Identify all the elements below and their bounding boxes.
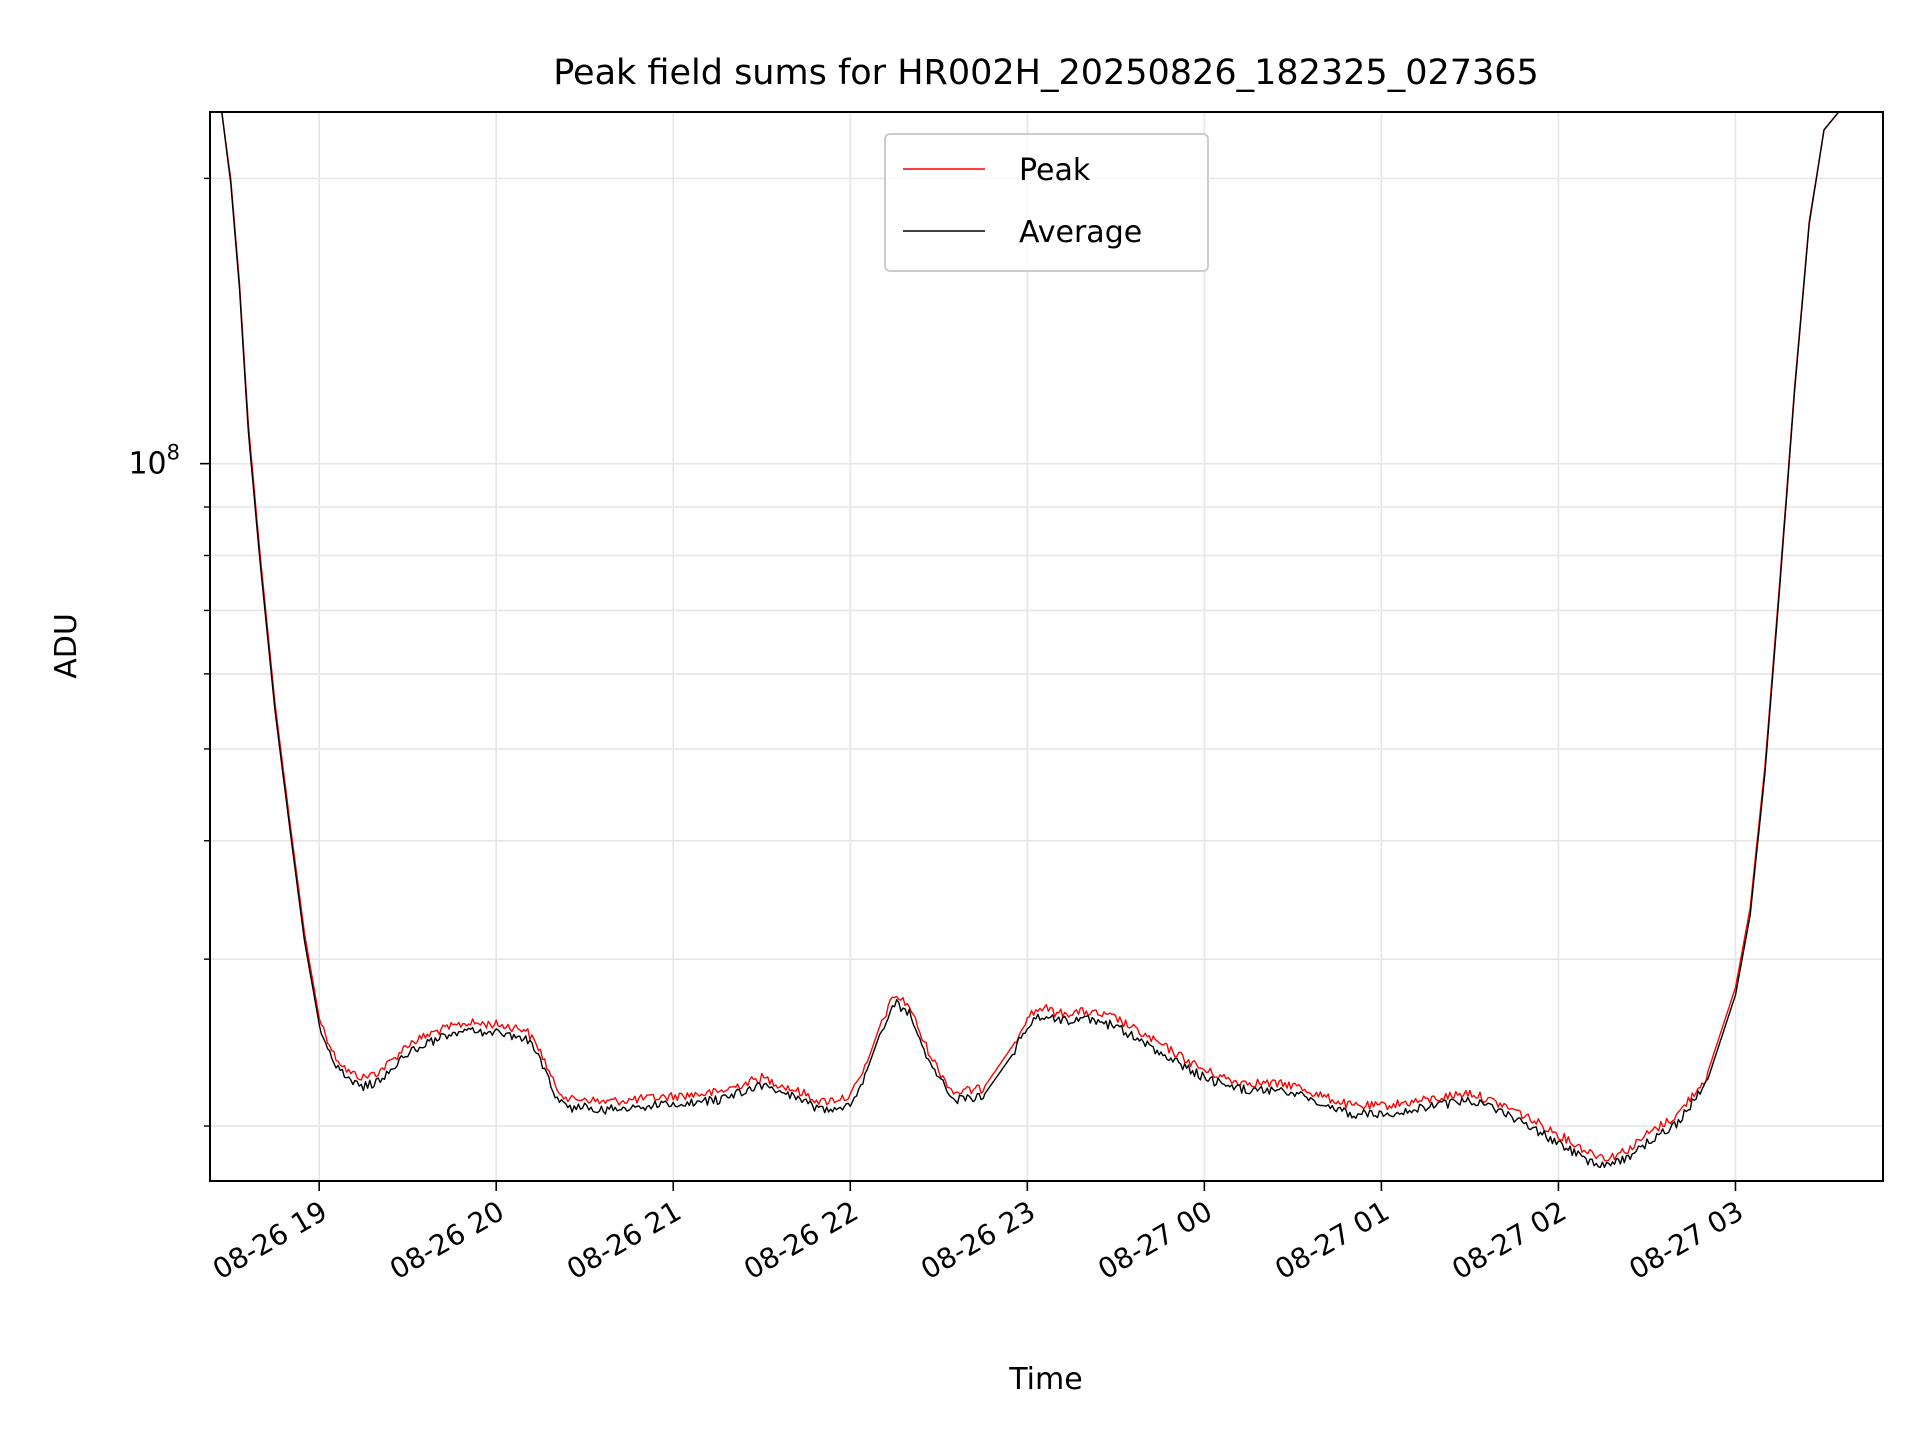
y-tick-label: 108 [128,441,180,482]
series-line-peak [210,112,1883,1162]
plot-area-frame [209,111,1884,1182]
series-line-average [210,112,1883,1168]
legend-label-average: Average [1019,215,1142,250]
series-group [210,112,1883,1168]
x-axis-title: Time [1008,1362,1082,1397]
y-tick-label-exponent: 8 [167,441,180,465]
legend-label-peak: Peak [1019,153,1091,188]
legend: Peak Average [884,133,1209,272]
y-tick-label-base: 10 [128,447,166,482]
y-axis-title: ADU [49,613,84,679]
chart-title: Peak field sums for HR002H_20250826_1823… [553,53,1539,93]
y-axis: 108 [128,177,210,1127]
grid [210,112,1883,1181]
